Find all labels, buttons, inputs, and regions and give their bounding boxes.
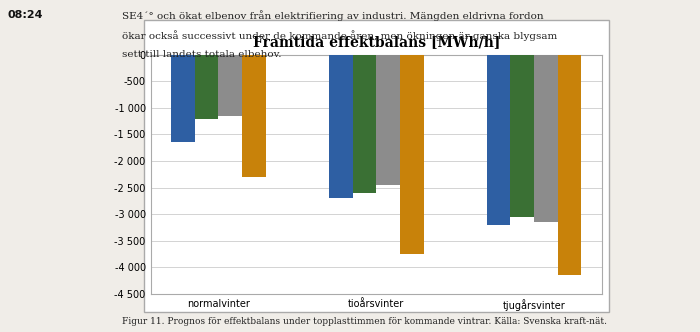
Bar	[400, 55, 424, 254]
Title: Framtida effektbalans [MWh/h]: Framtida effektbalans [MWh/h]	[253, 36, 500, 49]
Bar	[486, 55, 510, 225]
Bar	[377, 55, 400, 185]
Bar	[218, 55, 242, 116]
Bar	[534, 55, 558, 222]
Text: Figur 11. Prognos för effektbalans under topplasttimmen för kommande vintrar. Kä: Figur 11. Prognos för effektbalans under…	[122, 317, 608, 326]
Bar	[242, 55, 266, 177]
Bar	[558, 55, 582, 275]
Text: ökar också successivt under de kommande åren, men ökningen är ganska blygsam: ökar också successivt under de kommande …	[122, 30, 558, 41]
Bar	[510, 55, 534, 217]
Bar	[171, 55, 195, 142]
Bar	[353, 55, 377, 193]
Bar	[195, 55, 218, 119]
Bar	[329, 55, 353, 198]
Text: sett till landets totala elbehov.: sett till landets totala elbehov.	[122, 50, 282, 59]
Text: SE4´° och ökat elbenov från elektrifiering av industri. Mängden eldrivna fordon: SE4´° och ökat elbenov från elektrifieri…	[122, 10, 544, 21]
Text: 08:24: 08:24	[7, 10, 43, 20]
